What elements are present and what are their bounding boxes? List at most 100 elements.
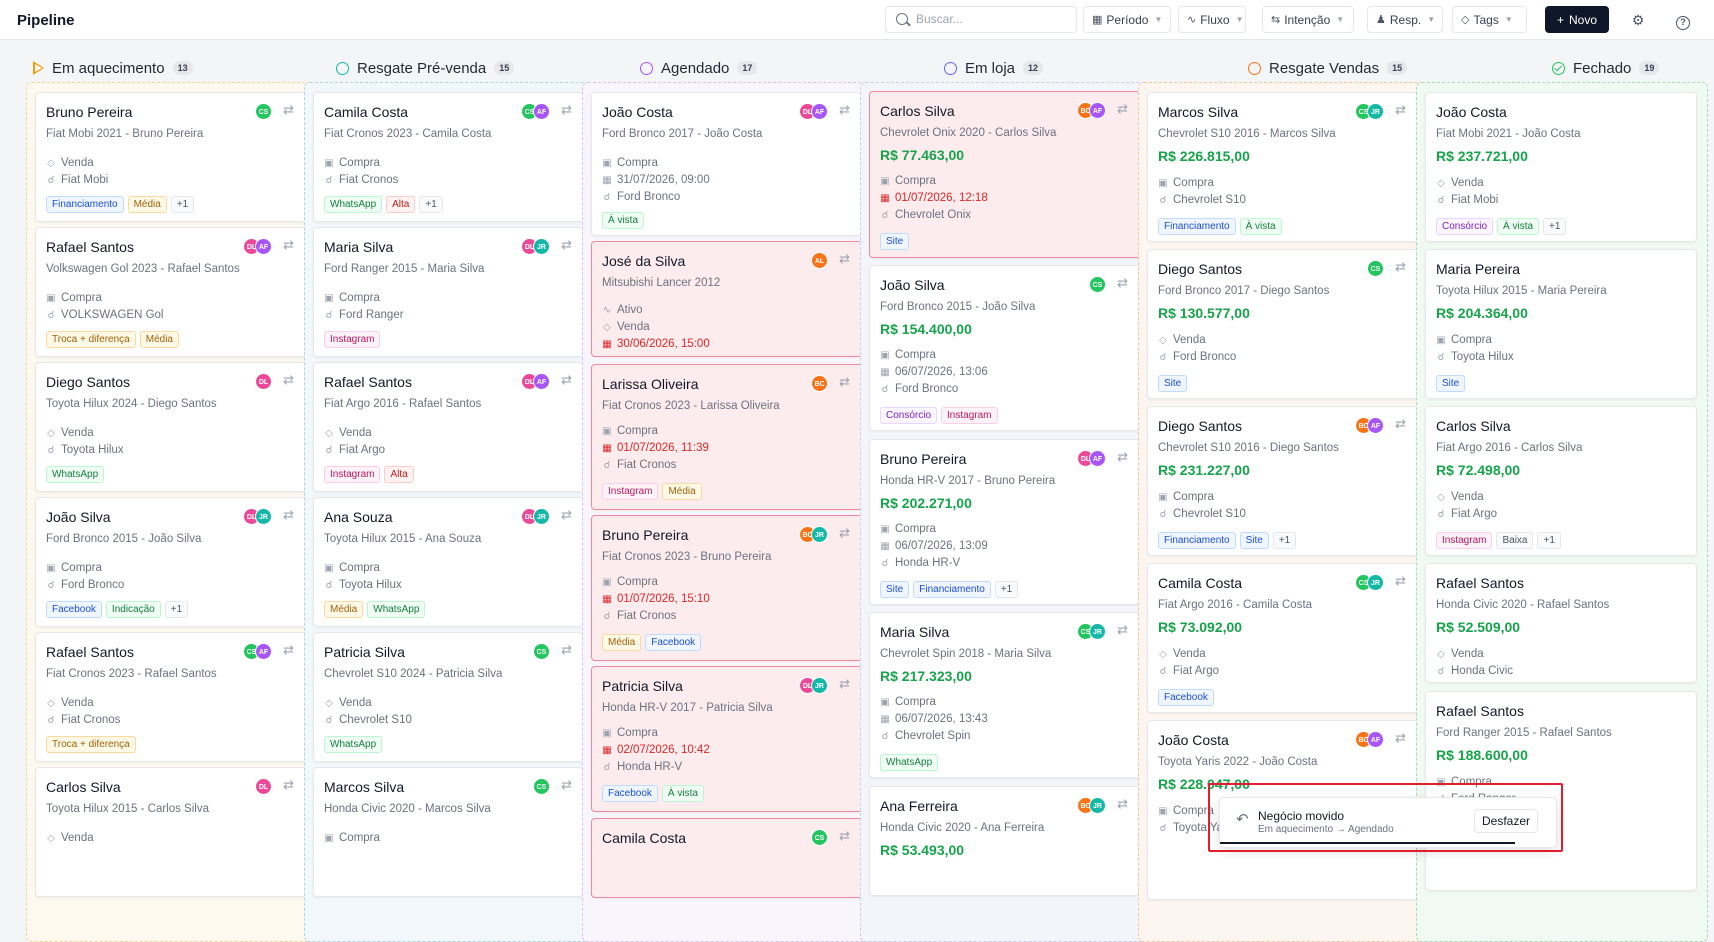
swap-icon[interactable]: ⇄: [561, 237, 572, 252]
column-header-resgate-vendas: Resgate Vendas 15: [1248, 54, 1408, 82]
new-deal-button[interactable]: + Novo: [1545, 6, 1609, 33]
swap-icon[interactable]: ⇄: [839, 251, 850, 266]
help-icon[interactable]: ?: [1673, 10, 1693, 30]
deal-card[interactable]: Camila Costa CS JR ⇄ Fiat Argo 2016 - Cam…: [1147, 563, 1419, 713]
swap-icon[interactable]: ⇄: [1117, 449, 1128, 464]
swap-icon[interactable]: ⇄: [1395, 259, 1406, 274]
swap-icon[interactable]: ⇄: [283, 237, 294, 252]
deal-card[interactable]: Maria Pereira Toyota Hilux 2015 - Maria …: [1425, 249, 1697, 399]
deal-card[interactable]: José da Silva AL ⇄ Mitsubishi Lancer 201…: [591, 241, 863, 357]
deal-card[interactable]: Maria Silva DL JR ⇄ Ford Ranger 2015 - Ma…: [313, 227, 585, 357]
swap-icon[interactable]: ⇄: [839, 525, 850, 540]
swap-icon[interactable]: ⇄: [561, 102, 572, 117]
swap-icon[interactable]: ⇄: [839, 374, 850, 389]
swap-icon[interactable]: ⇄: [839, 828, 850, 843]
deal-card[interactable]: Bruno Pereira DL AF ⇄ Honda HR-V 2017 - B…: [869, 439, 1141, 605]
swap-icon[interactable]: ⇄: [1395, 573, 1406, 588]
deal-card[interactable]: Carlos Silva DL ⇄ Toyota Hilux 2015 - Ca…: [35, 767, 307, 897]
tag-icon: ◇: [47, 427, 55, 439]
user-icon: ♟: [1376, 14, 1386, 26]
card-intent: ▣ Compra: [880, 696, 936, 708]
deal-card[interactable]: Rafael Santos DL AF ⇄ Volkswagen Gol 2023…: [35, 227, 307, 357]
card-intent: ▣ Compra: [46, 292, 102, 304]
deal-card[interactable]: Rafael Santos Honda Civic 2020 - Rafael …: [1425, 563, 1697, 683]
arrows-icon: ⇆: [1271, 14, 1281, 26]
swap-icon[interactable]: ⇄: [283, 102, 294, 117]
cart-icon: ▣: [880, 696, 890, 708]
deal-card[interactable]: João Silva DL JR ⇄ Ford Bronco 2015 - Joã…: [35, 497, 307, 627]
filter-tags-button[interactable]: ◇ Tags ▼: [1452, 6, 1527, 33]
avatars: DL JR: [521, 238, 550, 255]
swap-icon[interactable]: ⇄: [839, 102, 850, 117]
deal-card[interactable]: Patricia Silva DL JR ⇄ Honda HR-V 2017 - …: [591, 666, 863, 812]
filter-flow-button[interactable]: ∿ Fluxo ▼: [1178, 6, 1246, 33]
swap-icon[interactable]: ⇄: [283, 372, 294, 387]
deal-card[interactable]: Diego Santos DL ⇄ Toyota Hilux 2024 - Di…: [35, 362, 307, 492]
deal-card[interactable]: Patricia Silva CS ⇄ Chevrolet S10 2024 -…: [313, 632, 585, 762]
deal-card[interactable]: Bruno Pereira BC JR ⇄ Fiat Cronos 2023 - …: [591, 515, 863, 661]
swap-icon[interactable]: ⇄: [1395, 416, 1406, 431]
filter-intent-button[interactable]: ⇆ Intenção ▼: [1262, 6, 1354, 33]
swap-icon[interactable]: ⇄: [561, 372, 572, 387]
deal-card[interactable]: João Costa DL AF ⇄ Ford Bronco 2017 - Joã…: [591, 92, 863, 236]
search-input[interactable]: [916, 12, 1066, 26]
deal-card[interactable]: Rafael Santos CS AF ⇄ Fiat Cronos 2023 - …: [35, 632, 307, 762]
deal-card[interactable]: Carlos Silva BC AF ⇄ Chevrolet Onix 2020 …: [869, 91, 1141, 258]
swap-icon[interactable]: ⇄: [561, 777, 572, 792]
card-intent: ◇ Venda: [325, 427, 372, 439]
card-subtitle: Volkswagen Gol 2023 - Rafael Santos: [46, 263, 240, 275]
swap-icon[interactable]: ⇄: [1395, 102, 1406, 117]
avatars: CS: [1367, 260, 1384, 277]
cart-icon: ▣: [880, 523, 890, 535]
swap-icon[interactable]: ⇄: [283, 642, 294, 657]
deal-card[interactable]: Bruno Pereira CS ⇄ Fiat Mobi 2021 - Brun…: [35, 92, 307, 222]
swap-icon[interactable]: ⇄: [283, 777, 294, 792]
swap-icon[interactable]: ⇄: [1117, 796, 1128, 811]
swap-icon[interactable]: ⇄: [1117, 622, 1128, 637]
deal-card[interactable]: Diego Santos BC AF ⇄ Chevrolet S10 2016 -…: [1147, 406, 1419, 556]
deal-card[interactable]: Ana Souza DL JR ⇄ Toyota Hilux 2015 - Ana…: [313, 497, 585, 627]
swap-icon[interactable]: ⇄: [839, 676, 850, 691]
card-subtitle: Honda Civic 2020 - Rafael Santos: [1436, 599, 1610, 611]
card-title: Bruno Pereira: [880, 451, 967, 467]
filter-period-button[interactable]: ▦ Período ▼: [1083, 6, 1171, 33]
filter-responsible-button[interactable]: ♟ Resp. ▼: [1367, 6, 1443, 33]
deal-card[interactable]: João Silva CS ⇄ Ford Bronco 2015 - João …: [869, 265, 1141, 431]
deal-card[interactable]: Ana Ferreira BC JR ⇄ Honda Civic 2020 - A…: [869, 786, 1141, 896]
undo-button[interactable]: Desfazer: [1474, 809, 1538, 833]
card-price: R$ 231.227,00: [1158, 462, 1250, 478]
card-tags: Média WhatsApp: [324, 601, 426, 618]
swap-icon[interactable]: ⇄: [1117, 101, 1128, 116]
deal-card[interactable]: Diego Santos CS ⇄ Ford Bronco 2017 - Die…: [1147, 249, 1419, 399]
deal-card[interactable]: Larissa Oliveira BC ⇄ Fiat Cronos 2023 -…: [591, 364, 863, 510]
deal-card[interactable]: Maria Silva CS JR ⇄ Chevrolet Spin 2018 -…: [869, 612, 1141, 778]
card-subtitle: Chevrolet Onix 2020 - Carlos Silva: [880, 127, 1057, 139]
column-header-em-aquecimento: Em aquecimento 13: [33, 54, 193, 82]
swap-icon[interactable]: ⇄: [561, 507, 572, 522]
deal-card[interactable]: Marcos Silva CS JR ⇄ Chevrolet S10 2016 -…: [1147, 92, 1419, 242]
swap-icon[interactable]: ⇄: [1395, 730, 1406, 745]
card-tags: Consórcio Instagram: [880, 407, 998, 424]
gear-icon[interactable]: ⚙: [1631, 12, 1645, 28]
card-intent: ▣ Compra: [1158, 805, 1214, 817]
card-intent: ▣ Compra: [1158, 177, 1214, 189]
deal-card[interactable]: Rafael Santos DL AF ⇄ Fiat Argo 2016 - Ra…: [313, 362, 585, 492]
card-title: Maria Pereira: [1436, 261, 1521, 277]
card-subtitle: Ford Bronco 2015 - João Silva: [880, 301, 1036, 313]
swap-icon[interactable]: ⇄: [561, 642, 572, 657]
deal-card[interactable]: Camila Costa CS AF ⇄ Fiat Cronos 2023 - C…: [313, 92, 585, 222]
deal-card[interactable]: Carlos Silva Fiat Argo 2016 - Carlos Sil…: [1425, 406, 1697, 556]
card-title: José da Silva: [602, 253, 686, 269]
swap-icon[interactable]: ⇄: [1117, 275, 1128, 290]
deal-card[interactable]: Camila Costa CS ⇄: [591, 818, 863, 898]
swap-icon[interactable]: ⇄: [283, 507, 294, 522]
card-title: Rafael Santos: [324, 374, 412, 390]
card-vehicle: ☌ Fiat Cronos: [603, 610, 677, 622]
deal-card[interactable]: Marcos Silva CS ⇄ Honda Civic 2020 - Mar…: [313, 767, 585, 897]
card-subtitle: Honda HR-V 2017 - Bruno Pereira: [880, 475, 1056, 487]
avatars: BC AF: [1355, 731, 1384, 748]
card-price: R$ 237.721,00: [1436, 148, 1528, 164]
search-box[interactable]: [885, 6, 1077, 33]
card-vehicle: ☌ Chevrolet S10: [325, 714, 412, 726]
deal-card[interactable]: João Costa Fiat Mobi 2021 - João Costa R…: [1425, 92, 1697, 242]
